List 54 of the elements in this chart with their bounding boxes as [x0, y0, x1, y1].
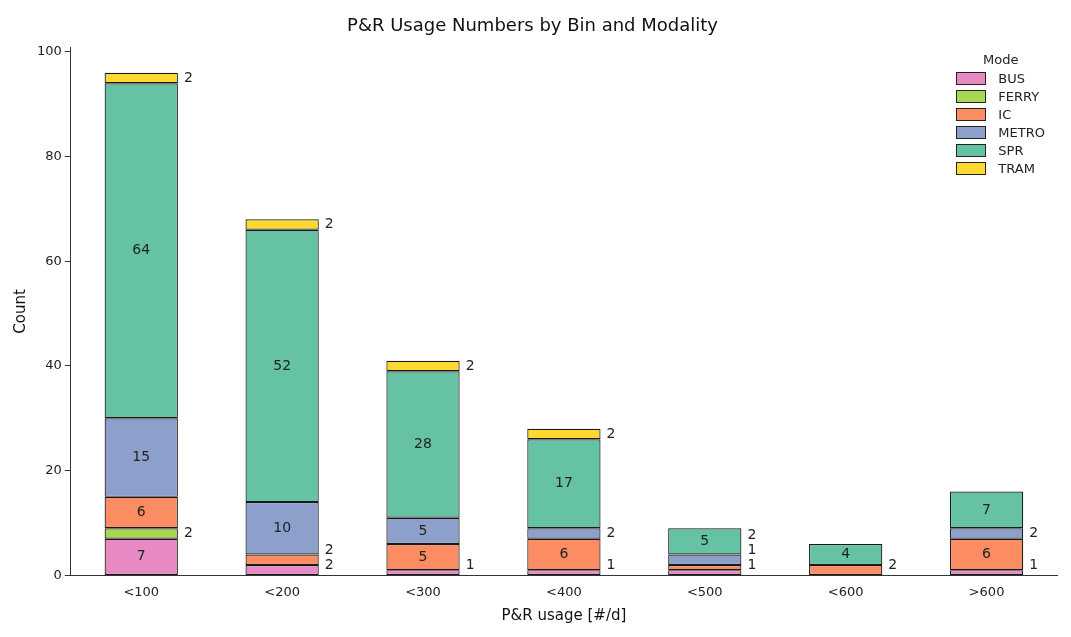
legend-label: SPR — [998, 143, 1024, 158]
x-tick-label: <500 — [686, 583, 723, 599]
x-tick-label: <200 — [264, 583, 300, 599]
data-label: 5 — [418, 547, 428, 564]
legend-label: IC — [998, 107, 1012, 122]
data-label: 17 — [554, 474, 573, 491]
legend-label: TRAM — [998, 161, 1035, 176]
data-label: 1 — [606, 556, 616, 573]
data-label: 2 — [324, 556, 334, 573]
chart-title: P&R Usage Numbers by Bin and Modality — [347, 14, 719, 36]
data-label: 2 — [606, 524, 616, 541]
data-label: 1 — [747, 556, 757, 573]
legend-title: Mode — [981, 52, 1020, 67]
x-axis-title: P&R usage [#/d] — [501, 605, 627, 624]
data-label: 10 — [273, 518, 292, 535]
y-tick-label: 60 — [45, 252, 62, 268]
data-label: 7 — [982, 500, 992, 517]
y-tick-label: 40 — [45, 357, 62, 373]
x-tick-label: <600 — [827, 583, 864, 599]
data-label: 1 — [465, 556, 475, 573]
data-label: 6 — [136, 503, 146, 520]
data-label: 52 — [273, 356, 292, 373]
data-label: 2 — [747, 526, 757, 543]
data-label: 2 — [324, 541, 334, 558]
data-label: 4 — [841, 545, 851, 562]
data-label: 6 — [982, 545, 992, 562]
legend-label: METRO — [998, 125, 1045, 140]
data-label: 2 — [606, 424, 616, 441]
legend-label: BUS — [998, 71, 1026, 86]
data-label: 28 — [414, 435, 432, 452]
data-label: 2 — [183, 524, 193, 541]
data-label: 5 — [418, 521, 428, 538]
data-label: 2 — [888, 556, 898, 573]
x-tick-label: <300 — [405, 583, 441, 599]
y-tick-label: 0 — [53, 566, 62, 582]
data-label: 15 — [132, 448, 151, 465]
x-tick-label: >600 — [968, 583, 1005, 599]
data-label: 2 — [1029, 524, 1039, 541]
data-label: 7 — [136, 547, 146, 564]
data-label: 2 — [183, 68, 193, 85]
y-axis-title: Count — [10, 289, 29, 334]
y-tick-label: 100 — [36, 43, 62, 59]
data-label: 2 — [324, 215, 334, 232]
data-label: 6 — [559, 545, 569, 562]
data-label: 64 — [132, 241, 151, 258]
data-label: 1 — [1029, 556, 1039, 573]
data-label: 2 — [465, 356, 475, 373]
y-tick-label: 80 — [45, 147, 62, 163]
x-tick-label: <400 — [546, 583, 582, 599]
y-tick-label: 20 — [45, 462, 62, 478]
legend-label: FERRY — [998, 89, 1040, 104]
data-label: 1 — [747, 541, 757, 558]
x-tick-label: <100 — [123, 583, 160, 599]
data-label: 5 — [700, 532, 710, 549]
